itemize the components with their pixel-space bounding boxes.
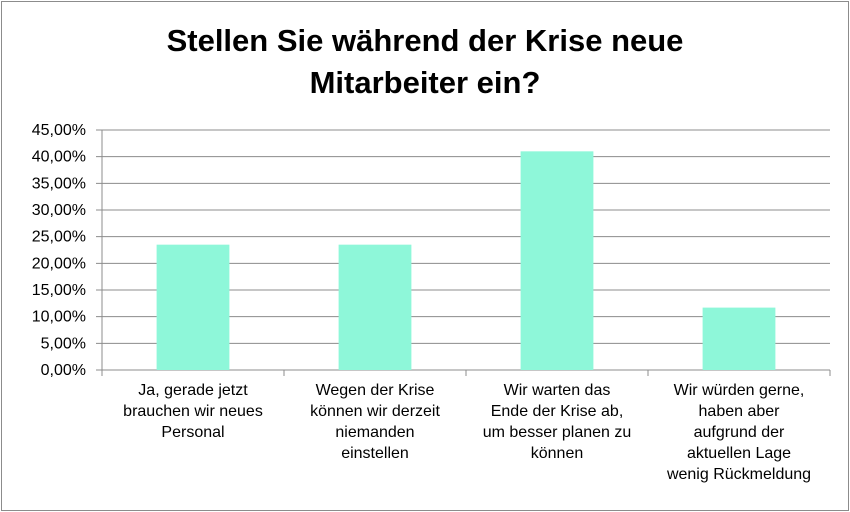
- bar: [338, 244, 412, 370]
- chart-title-line-1: Stellen Sie während der Krise neue: [166, 23, 684, 58]
- chart-title-line-2: Mitarbeiter ein?: [309, 65, 541, 100]
- y-tick-label: 5,00%: [41, 335, 86, 352]
- y-tick-label: 25,00%: [32, 229, 86, 246]
- bar: [156, 244, 230, 370]
- y-tick-label: 40,00%: [32, 149, 86, 166]
- y-tick-label: 15,00%: [32, 282, 86, 299]
- y-tick-label: 35,00%: [32, 175, 86, 192]
- x-category-label: Wir würden gerne, haben aber aufgrund der a…: [666, 382, 811, 483]
- x-category-label: Wir warten das Ende der Krise ab, um besse…: [483, 382, 632, 462]
- x-category-label: Wegen der Krise können wir derzeit niemand…: [310, 382, 440, 462]
- y-tick-label: 30,00%: [32, 202, 86, 219]
- chart-title: Stellen Sie während der Krise neue Mitar…: [2, 20, 848, 104]
- bar: [520, 151, 594, 370]
- y-tick-label: 20,00%: [32, 255, 86, 272]
- bar: [702, 307, 776, 370]
- x-category-label: Ja, gerade jetzt brauchen wir neues Person…: [123, 382, 263, 441]
- y-tick-label: 10,00%: [32, 309, 86, 326]
- y-tick-label: 45,00%: [32, 122, 86, 139]
- y-tick-label: 0,00%: [41, 362, 86, 379]
